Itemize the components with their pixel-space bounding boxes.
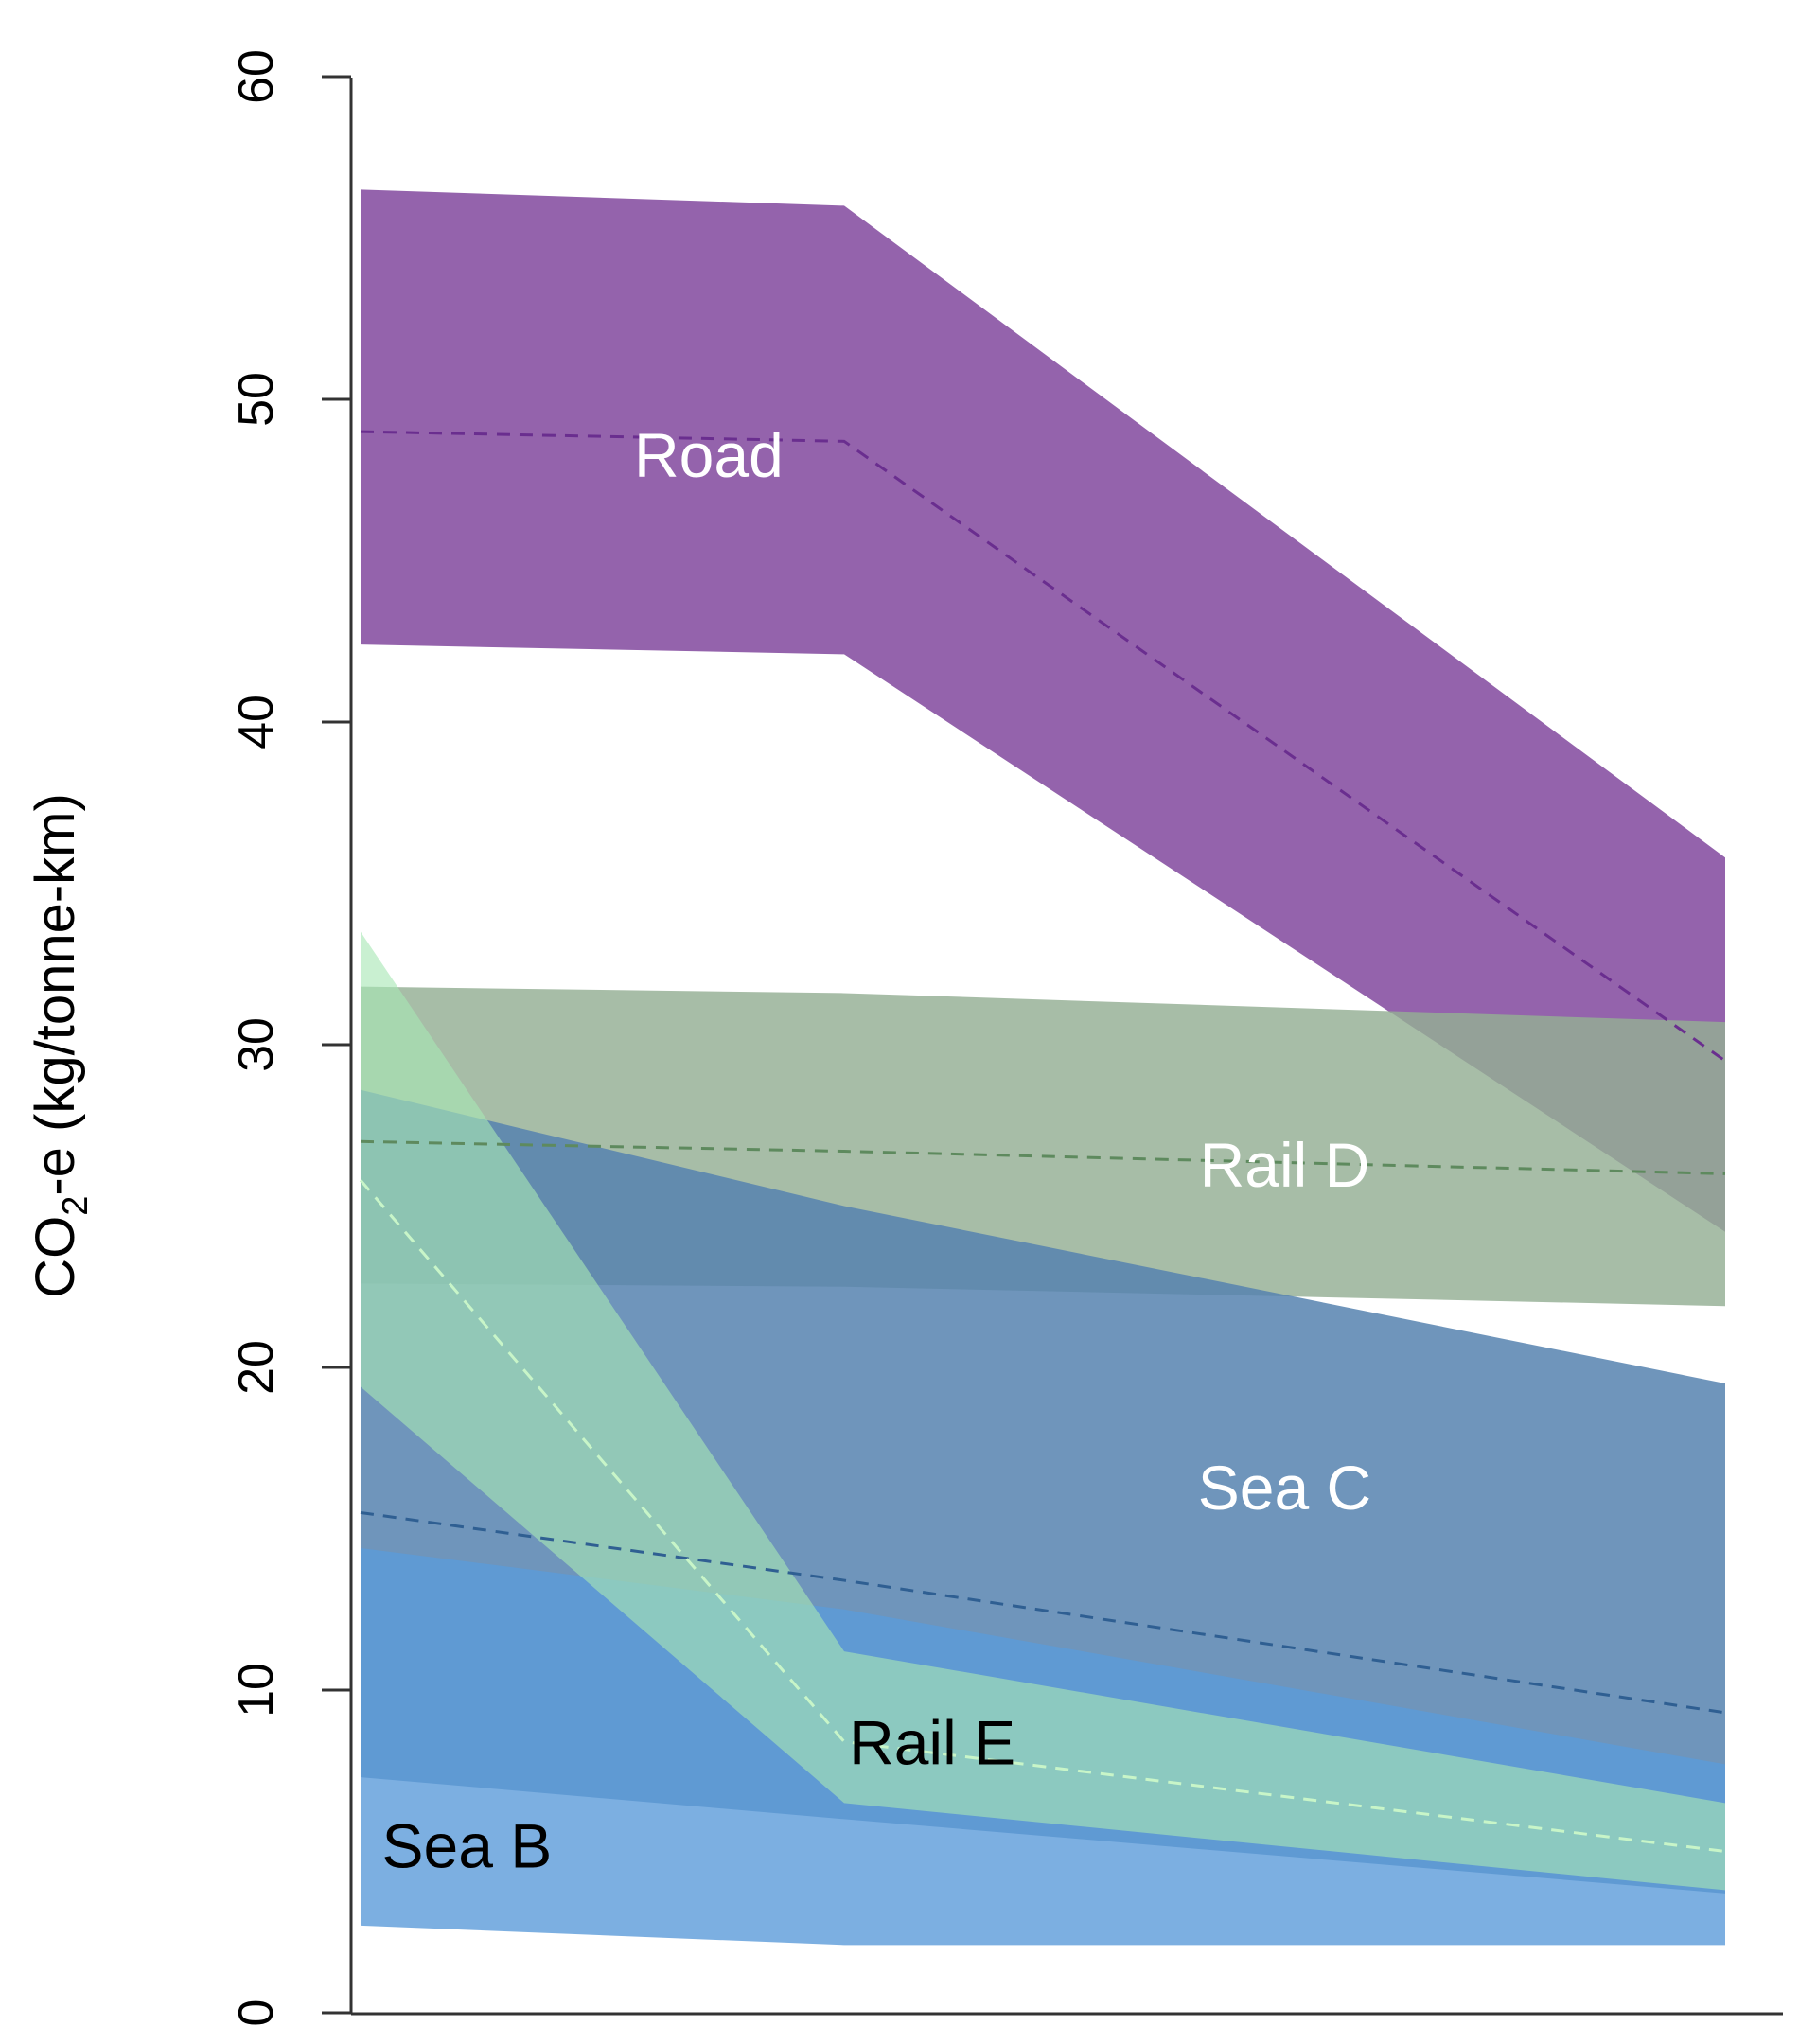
label-rail-e: Rail E — [849, 1707, 1015, 1777]
mean-line-sea-c — [360, 1510, 1726, 1715]
mean-lines-layer — [359, 430, 1726, 1853]
mean-line-rail-d — [360, 1139, 1726, 1175]
y-tick-label: 60 — [229, 49, 284, 104]
label-road: Road — [634, 420, 784, 490]
y-tick-label: 40 — [229, 695, 284, 749]
y-tick-label: 20 — [229, 1340, 284, 1395]
band-labels-layer: Road Rail D Sea C Rail E Sea B — [382, 420, 1372, 1881]
y-tick-label: 10 — [229, 1663, 284, 1718]
y-tick-label: 0 — [229, 2000, 284, 2027]
band-road — [361, 189, 1725, 1232]
y-tick-label: 30 — [229, 1017, 284, 1072]
y-tick-label: 50 — [229, 372, 284, 427]
band-rail-e — [361, 931, 1725, 1891]
label-sea-c: Sea C — [1198, 1453, 1371, 1523]
mean-line-road — [360, 430, 1726, 1063]
bands-layer — [361, 189, 1725, 1946]
label-sea-b: Sea B — [382, 1811, 553, 1881]
y-axis-title: CO2-e (kg/tonne-km) — [25, 793, 96, 1298]
label-rail-d: Rail D — [1200, 1130, 1370, 1200]
y-axis: 0 10 20 30 40 50 60 — [229, 49, 353, 2026]
y-ticks: 0 10 20 30 40 50 60 — [229, 49, 351, 2026]
